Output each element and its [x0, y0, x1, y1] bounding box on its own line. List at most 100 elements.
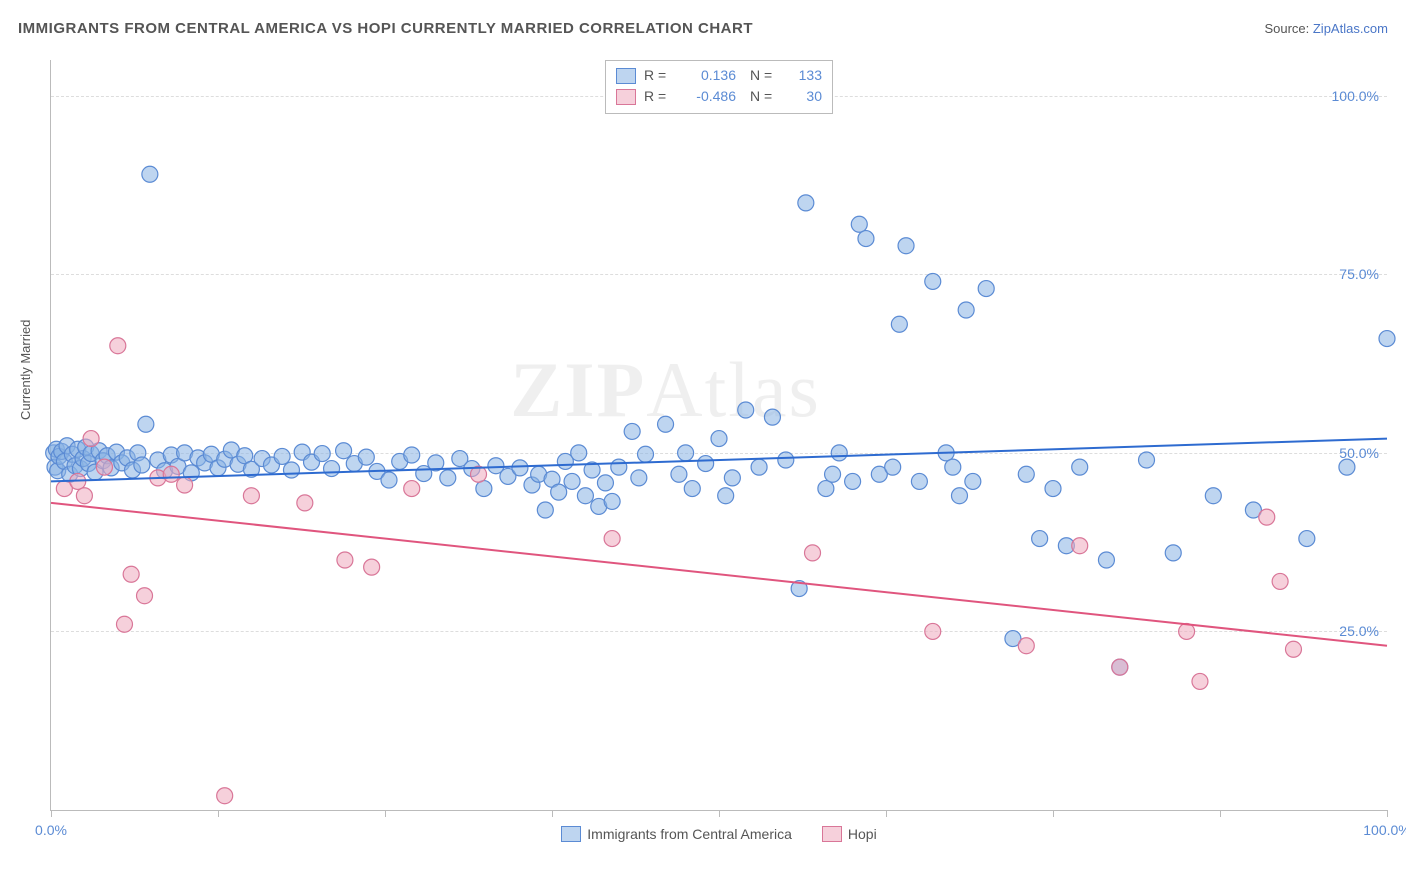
data-point — [1205, 488, 1221, 504]
data-point — [116, 616, 132, 632]
data-point — [512, 460, 528, 476]
data-point — [1379, 331, 1395, 347]
data-point — [571, 445, 587, 461]
data-point — [778, 452, 794, 468]
data-point — [891, 316, 907, 332]
data-point — [1045, 481, 1061, 497]
data-point — [831, 445, 847, 461]
data-point — [138, 416, 154, 432]
data-point — [142, 166, 158, 182]
legend-row-series-1: R = 0.136 N = 133 — [616, 65, 822, 86]
data-point — [537, 502, 553, 518]
data-point — [1139, 452, 1155, 468]
data-point — [845, 473, 861, 489]
data-point — [476, 481, 492, 497]
data-point — [110, 338, 126, 354]
legend-r-value-1: 0.136 — [680, 65, 736, 86]
data-point — [978, 281, 994, 297]
data-point — [137, 588, 153, 604]
data-point — [1192, 673, 1208, 689]
data-point — [751, 459, 767, 475]
data-point — [925, 273, 941, 289]
data-point — [564, 473, 580, 489]
data-point — [604, 531, 620, 547]
data-point — [336, 443, 352, 459]
data-point — [951, 488, 967, 504]
data-point — [1259, 509, 1275, 525]
series-legend-item-2: Hopi — [822, 826, 877, 842]
data-point — [577, 488, 593, 504]
legend-r-label-2: R = — [644, 86, 672, 107]
data-point — [711, 431, 727, 447]
data-point — [684, 481, 700, 497]
data-point — [324, 461, 340, 477]
legend-n-label-2: N = — [750, 86, 778, 107]
data-point — [83, 431, 99, 447]
data-point — [440, 470, 456, 486]
legend-r-label-1: R = — [644, 65, 672, 86]
data-point — [1339, 459, 1355, 475]
series-legend-swatch-2 — [822, 826, 842, 842]
data-point — [364, 559, 380, 575]
data-point — [764, 409, 780, 425]
data-point — [925, 623, 941, 639]
data-point — [314, 446, 330, 462]
series-legend-item-1: Immigrants from Central America — [561, 826, 792, 842]
data-point — [1299, 531, 1315, 547]
data-point — [1032, 531, 1048, 547]
data-point — [898, 238, 914, 254]
data-point — [885, 459, 901, 475]
data-point — [381, 472, 397, 488]
data-point — [597, 475, 613, 491]
series-legend-label-1: Immigrants from Central America — [587, 826, 792, 842]
legend-row-series-2: R = -0.486 N = 30 — [616, 86, 822, 107]
series-legend-label-2: Hopi — [848, 826, 877, 842]
data-point — [1018, 466, 1034, 482]
data-point — [671, 466, 687, 482]
data-point — [1112, 659, 1128, 675]
data-point — [1018, 638, 1034, 654]
data-point — [1072, 459, 1088, 475]
data-point — [274, 448, 290, 464]
data-point — [337, 552, 353, 568]
data-point — [404, 447, 420, 463]
data-point — [611, 459, 627, 475]
series-legend-swatch-1 — [561, 826, 581, 842]
scatter-plot-svg — [51, 60, 1387, 810]
data-point — [217, 788, 233, 804]
legend-n-value-1: 133 — [786, 65, 822, 86]
source: Source: ZipAtlas.com — [1264, 21, 1388, 36]
data-point — [604, 493, 620, 509]
plot-area: ZIPAtlas 25.0%50.0%75.0%100.0% R = 0.136… — [50, 60, 1387, 811]
data-point — [911, 473, 927, 489]
legend-swatch-2 — [616, 89, 636, 105]
data-point — [1098, 552, 1114, 568]
data-point — [738, 402, 754, 418]
trend-line — [51, 503, 1387, 646]
data-point — [358, 449, 374, 465]
data-point — [678, 445, 694, 461]
series-legend: Immigrants from Central America Hopi — [51, 826, 1387, 842]
data-point — [624, 423, 640, 439]
data-point — [631, 470, 647, 486]
y-axis-label: Currently Married — [18, 320, 33, 420]
legend-swatch-1 — [616, 68, 636, 84]
data-point — [718, 488, 734, 504]
data-point — [1272, 573, 1288, 589]
data-point — [798, 195, 814, 211]
data-point — [851, 216, 867, 232]
legend-r-value-2: -0.486 — [680, 86, 736, 107]
data-point — [1285, 641, 1301, 657]
data-point — [724, 470, 740, 486]
data-point — [123, 566, 139, 582]
data-point — [818, 481, 834, 497]
data-point — [825, 466, 841, 482]
data-point — [638, 446, 654, 462]
data-point — [698, 456, 714, 472]
legend-n-value-2: 30 — [786, 86, 822, 107]
data-point — [283, 462, 299, 478]
data-point — [965, 473, 981, 489]
data-point — [134, 457, 150, 473]
data-point — [551, 484, 567, 500]
data-point — [1165, 545, 1181, 561]
